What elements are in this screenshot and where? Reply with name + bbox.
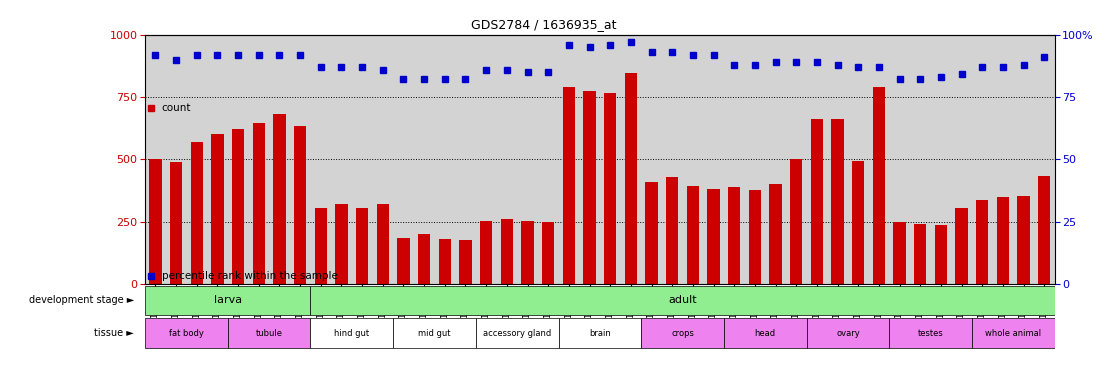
Bar [558, 318, 642, 348]
Bar [562, 87, 575, 284]
Bar [232, 129, 244, 284]
Text: GDS2784 / 1636935_at: GDS2784 / 1636935_at [471, 18, 617, 31]
Bar [604, 93, 616, 284]
Bar [145, 286, 310, 315]
Bar [894, 222, 906, 284]
Text: adult: adult [668, 295, 696, 306]
Bar [273, 114, 286, 284]
Bar [211, 134, 223, 284]
Text: testes: testes [917, 329, 943, 338]
Bar [145, 318, 228, 348]
Bar [228, 318, 310, 348]
Text: brain: brain [589, 329, 610, 338]
Bar [294, 126, 306, 284]
Bar [914, 224, 926, 284]
Bar [584, 91, 596, 284]
Text: hind gut: hind gut [334, 329, 369, 338]
Bar [769, 184, 781, 284]
Bar [976, 200, 989, 284]
Bar [807, 318, 889, 348]
Bar [790, 159, 802, 284]
Text: tissue ►: tissue ► [94, 328, 134, 338]
Bar [376, 204, 389, 284]
Bar [997, 197, 1009, 284]
Bar [749, 190, 761, 284]
Bar [170, 162, 182, 284]
Text: head: head [754, 329, 776, 338]
Text: larva: larva [213, 295, 242, 306]
Text: mid gut: mid gut [418, 329, 451, 338]
Bar [645, 182, 657, 284]
Bar [708, 189, 720, 284]
Bar [724, 318, 807, 348]
Bar [393, 318, 475, 348]
Text: ovary: ovary [836, 329, 859, 338]
Text: tubule: tubule [256, 329, 282, 338]
Text: whole animal: whole animal [985, 329, 1041, 338]
Bar [831, 119, 844, 284]
Text: fat body: fat body [169, 329, 204, 338]
Bar [480, 220, 492, 284]
Text: crops: crops [671, 329, 694, 338]
Text: accessory gland: accessory gland [483, 329, 551, 338]
Bar [335, 204, 348, 284]
Bar [521, 220, 533, 284]
Bar [935, 225, 947, 284]
Bar [501, 219, 513, 284]
Text: development stage ►: development stage ► [29, 295, 134, 306]
Bar [955, 208, 968, 284]
Bar [1018, 195, 1030, 284]
Bar [1038, 176, 1050, 284]
Bar [852, 161, 865, 284]
Bar [460, 240, 472, 284]
Bar [642, 318, 724, 348]
Text: count: count [162, 103, 191, 113]
Bar [310, 286, 1055, 315]
Bar [252, 123, 264, 284]
Bar [315, 208, 327, 284]
Bar [542, 222, 555, 284]
Bar [397, 238, 410, 284]
Text: percentile rank within the sample: percentile rank within the sample [162, 271, 338, 281]
Bar [686, 185, 699, 284]
Bar [310, 318, 393, 348]
Bar [873, 87, 885, 284]
Bar [356, 208, 368, 284]
Bar [972, 318, 1055, 348]
Bar [666, 177, 679, 284]
Bar [475, 318, 558, 348]
Bar [810, 119, 824, 284]
Bar [728, 187, 740, 284]
Bar [625, 73, 637, 284]
Bar [150, 159, 162, 284]
Bar [439, 239, 451, 284]
Bar [889, 318, 972, 348]
Bar [417, 234, 431, 284]
Bar [191, 142, 203, 284]
